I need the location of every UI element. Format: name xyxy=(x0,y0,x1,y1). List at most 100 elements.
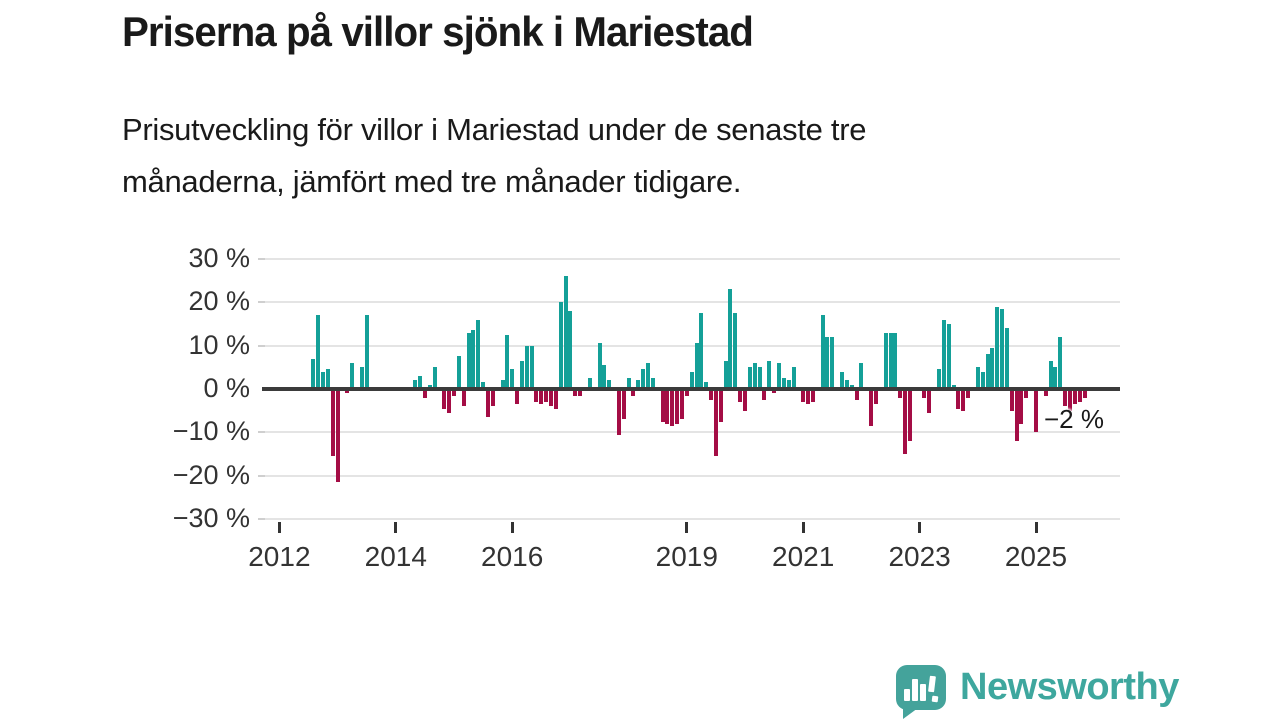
bar-2017-07 xyxy=(597,343,602,389)
y-axis-label-20: 20 % xyxy=(188,286,250,317)
bar-2013-06 xyxy=(359,367,364,389)
y-tick-30 xyxy=(258,257,265,260)
bar-2022-03 xyxy=(869,389,874,426)
bar-2012-11 xyxy=(325,369,330,389)
bar-2016-09 xyxy=(549,389,553,407)
x-tick-2021 xyxy=(801,522,805,533)
bar-2018-12 xyxy=(679,389,684,420)
bar-2019-03 xyxy=(694,343,699,389)
bar-2013-03 xyxy=(345,389,350,394)
bar-2015-06 xyxy=(476,319,481,389)
bar-2015-01 xyxy=(452,389,456,396)
bar-2014-05 xyxy=(413,380,418,389)
bar-2012-12 xyxy=(330,389,335,457)
bar-2018-06 xyxy=(650,378,655,389)
bar-2020-06 xyxy=(767,360,772,389)
bar-2019-12 xyxy=(738,389,743,403)
x-axis-label-2016: 2016 xyxy=(481,541,544,572)
bar-2022-08 xyxy=(893,332,898,389)
y-tick--30 xyxy=(258,518,265,521)
latest-value-annotation: −2 % xyxy=(1044,404,1104,434)
x-axis-label-2012: 2012 xyxy=(248,541,311,572)
page-title: Priserna på villor sjönk i Mariestad xyxy=(122,8,754,55)
bar-2021-05 xyxy=(820,315,825,389)
bar-2022-11 xyxy=(907,389,912,442)
bar-2015-11 xyxy=(500,380,505,389)
bar-2021-02 xyxy=(806,389,811,405)
logo-exclamation-icon xyxy=(928,675,936,693)
bar-chart-speech-bubble-icon xyxy=(896,665,946,719)
bar-2024-01 xyxy=(975,367,980,389)
bar-2018-03 xyxy=(636,380,641,389)
bar-2024-09 xyxy=(1014,389,1019,442)
bar-2023-08 xyxy=(951,384,956,389)
bar-2013-07 xyxy=(364,315,369,389)
gridline--10 xyxy=(262,431,1120,434)
x-axis-label-2014: 2014 xyxy=(364,541,427,572)
y-axis-label-0: 0 % xyxy=(203,373,250,403)
zero-axis-line xyxy=(262,387,1120,391)
bar-2014-06 xyxy=(418,375,423,389)
bar-2025-11 xyxy=(1082,389,1087,398)
bar-2021-12 xyxy=(854,389,859,400)
bar-2015-05 xyxy=(471,330,476,389)
bar-2022-07 xyxy=(888,332,893,389)
bar-2025-03 xyxy=(1043,389,1048,396)
bar-2022-06 xyxy=(883,332,888,389)
bar-2024-11 xyxy=(1024,389,1029,398)
bar-2023-06 xyxy=(941,319,946,389)
bar-2018-10 xyxy=(670,389,675,426)
page-subtitle-line-1: Prisutveckling för villor i Mariestad un… xyxy=(122,112,867,147)
x-axis-label-2023: 2023 xyxy=(888,541,951,572)
y-axis-label-10: 10 % xyxy=(188,329,250,360)
bar-2014-09 xyxy=(432,367,437,389)
bar-2015-07 xyxy=(481,382,486,389)
bar-2017-03 xyxy=(578,389,583,396)
bar-2025-06 xyxy=(1058,336,1063,389)
gridline-10 xyxy=(262,344,1120,347)
logo-wordmark: Newsworthy xyxy=(960,666,1179,708)
bar-2024-08 xyxy=(1009,389,1014,411)
bar-2014-07 xyxy=(422,389,427,398)
bar-2016-04 xyxy=(524,345,529,389)
bar-2023-11 xyxy=(966,389,971,398)
bar-2020-05 xyxy=(762,389,767,400)
logo-bar-icon xyxy=(920,684,926,701)
bar-2025-01 xyxy=(1034,389,1038,433)
page-subtitle-line-2: månaderna, jämfört med tre månader tidig… xyxy=(122,164,742,199)
bar-2024-04 xyxy=(990,347,995,389)
bar-2021-03 xyxy=(810,389,815,403)
x-tick-2023 xyxy=(918,522,922,533)
bar-2023-10 xyxy=(961,389,966,411)
bar-2021-01 xyxy=(801,389,806,403)
y-axis-label--30: −30 % xyxy=(172,503,250,534)
bar-2015-08 xyxy=(485,389,490,418)
bar-chart: 30 % 20 % 10 % 0 % −10 % −20 % −30 % 2012 2014 20… xyxy=(172,243,1120,572)
bar-2016-08 xyxy=(544,389,549,403)
bar-2018-02 xyxy=(631,389,636,396)
bar-2016-06 xyxy=(534,389,539,403)
bar-2017-08 xyxy=(602,365,607,389)
bar-2020-09 xyxy=(781,378,786,389)
bar-2016-01 xyxy=(510,369,515,389)
bar-2016-07 xyxy=(539,389,544,405)
logo-bar-icon xyxy=(912,679,918,701)
x-axis-label-2021: 2021 xyxy=(772,541,835,572)
bar-2023-03 xyxy=(927,389,932,413)
gridline-20 xyxy=(262,301,1120,304)
bar-2025-07 xyxy=(1063,389,1068,407)
bar-2017-01 xyxy=(568,310,573,389)
bar-2014-08 xyxy=(427,384,432,389)
bar-2021-07 xyxy=(830,336,835,389)
bar-2014-12 xyxy=(447,389,452,413)
bar-2023-09 xyxy=(956,389,961,409)
bar-2018-11 xyxy=(675,389,680,424)
bar-2019-09 xyxy=(723,360,728,389)
bar-2024-06 xyxy=(1000,308,1005,389)
bar-2016-05 xyxy=(529,345,534,389)
y-tick-10 xyxy=(258,344,265,347)
bar-2020-01 xyxy=(743,389,747,411)
bar-2021-06 xyxy=(825,336,830,389)
bar-2015-02 xyxy=(456,356,461,389)
